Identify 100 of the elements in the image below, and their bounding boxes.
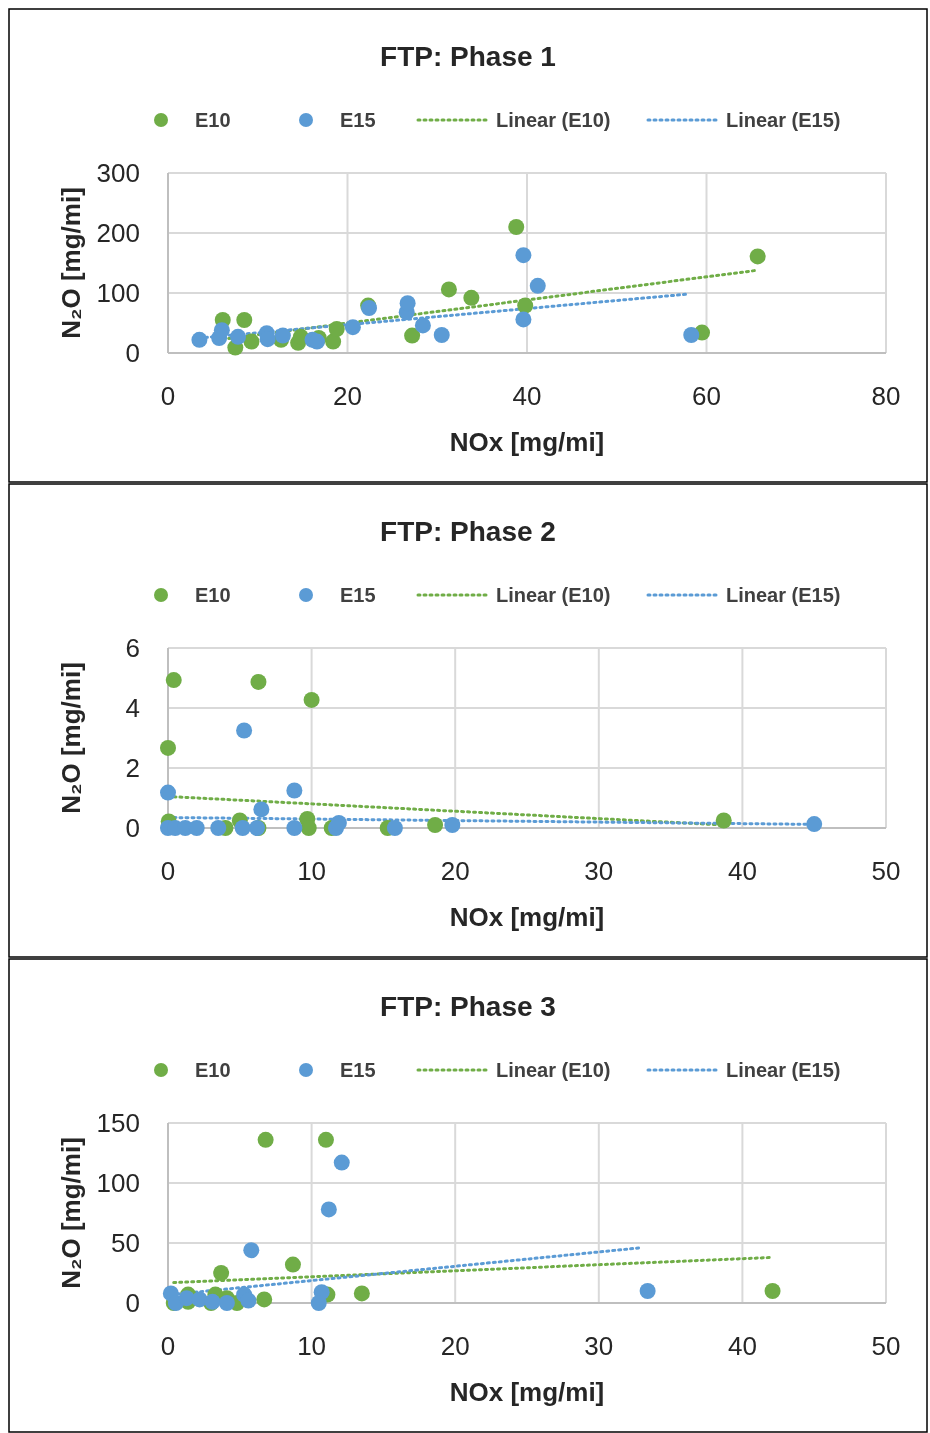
legend-label: Linear (E15) [726, 1059, 841, 1081]
y-tick-label: 2 [125, 753, 140, 783]
point [749, 248, 766, 265]
x-axis-title: NOx [mg/mi] [449, 427, 605, 457]
legend-label: E10 [195, 1059, 231, 1081]
point [515, 311, 532, 328]
legend-label: Linear (E15) [726, 584, 841, 606]
point [160, 739, 176, 756]
x-tick-label: 50 [871, 856, 901, 886]
point [433, 327, 450, 343]
point [427, 817, 444, 833]
x-tick-label: 30 [584, 856, 614, 886]
point [353, 1285, 370, 1302]
point [386, 820, 403, 836]
point [253, 801, 270, 818]
x-tick-label: 10 [297, 856, 327, 886]
point [160, 784, 176, 801]
point [286, 782, 303, 799]
point [404, 327, 421, 344]
chart-title: FTP: Phase 2 [380, 516, 556, 547]
y-tick-label: 300 [96, 158, 140, 188]
point [683, 327, 700, 343]
y-tick-label: 150 [96, 1108, 140, 1138]
x-tick-label: 0 [160, 1331, 176, 1361]
y-tick-label: 6 [125, 633, 140, 663]
x-tick-label: 60 [692, 381, 721, 411]
point [444, 817, 461, 833]
legend-label: Linear (E10) [496, 584, 611, 606]
y-axis-title: N₂O [mg/mi] [56, 662, 86, 814]
chart-title: FTP: Phase 3 [380, 991, 556, 1022]
x-tick-label: 40 [512, 381, 542, 411]
x-axis-title: NOx [mg/mi] [449, 1377, 605, 1407]
x-tick-label: 20 [440, 1331, 470, 1361]
point [333, 1154, 350, 1171]
legend-label: E15 [340, 109, 376, 131]
point [236, 722, 253, 739]
point [230, 328, 247, 345]
point [639, 1283, 656, 1299]
point [188, 820, 205, 836]
point [764, 1283, 781, 1299]
point [257, 1131, 274, 1148]
point [515, 247, 532, 264]
point [310, 1295, 327, 1311]
point [234, 820, 251, 836]
legend-label: E10 [195, 584, 231, 606]
point [210, 820, 227, 836]
point [240, 1292, 257, 1309]
y-tick-label: 0 [125, 338, 140, 368]
point [440, 281, 457, 298]
y-axis-title: N₂O [mg/mi] [56, 1137, 86, 1289]
y-tick-label: 200 [96, 218, 140, 248]
point [286, 820, 303, 836]
legend-label: Linear (E10) [496, 109, 611, 131]
point [236, 312, 253, 328]
point [508, 219, 525, 235]
point [463, 289, 480, 306]
y-tick-label: 100 [96, 278, 140, 308]
point [250, 673, 267, 690]
point [715, 812, 732, 829]
legend-label: E15 [340, 584, 376, 606]
point [243, 1242, 260, 1259]
y-tick-label: 4 [125, 693, 140, 723]
point [213, 1265, 230, 1281]
point [529, 277, 546, 294]
point [218, 1295, 235, 1311]
point [328, 321, 345, 337]
x-tick-label: 50 [871, 1331, 901, 1361]
y-tick-label: 50 [111, 1228, 140, 1258]
legend-label: Linear (E10) [496, 1059, 611, 1081]
point [300, 820, 317, 836]
x-tick-label: 10 [297, 1331, 327, 1361]
point [344, 319, 361, 336]
point [165, 672, 182, 689]
point [256, 1291, 273, 1308]
x-tick-label: 40 [727, 1331, 757, 1361]
x-tick-label: 40 [727, 856, 757, 886]
point [303, 691, 320, 708]
legend-label: Linear (E15) [726, 109, 841, 131]
point [414, 317, 431, 334]
point [330, 814, 347, 831]
x-tick-label: 80 [871, 381, 901, 411]
x-tick-label: 20 [440, 856, 470, 886]
y-axis-title: N₂O [mg/mi] [56, 187, 86, 339]
y-tick-label: 100 [96, 1168, 140, 1198]
point [284, 1256, 301, 1273]
point [320, 1201, 337, 1218]
point [325, 333, 342, 350]
chart-title: FTP: Phase 1 [380, 41, 556, 72]
y-tick-label: 0 [125, 1288, 140, 1318]
x-axis-title: NOx [mg/mi] [449, 902, 605, 932]
point [274, 327, 291, 344]
point [191, 331, 208, 348]
x-tick-label: 20 [333, 381, 362, 411]
point [317, 1131, 334, 1148]
point [806, 816, 823, 833]
legend-label: E10 [195, 109, 231, 131]
point [243, 333, 260, 350]
point [191, 1291, 208, 1308]
y-tick-label: 0 [125, 813, 140, 843]
x-tick-label: 0 [160, 381, 176, 411]
